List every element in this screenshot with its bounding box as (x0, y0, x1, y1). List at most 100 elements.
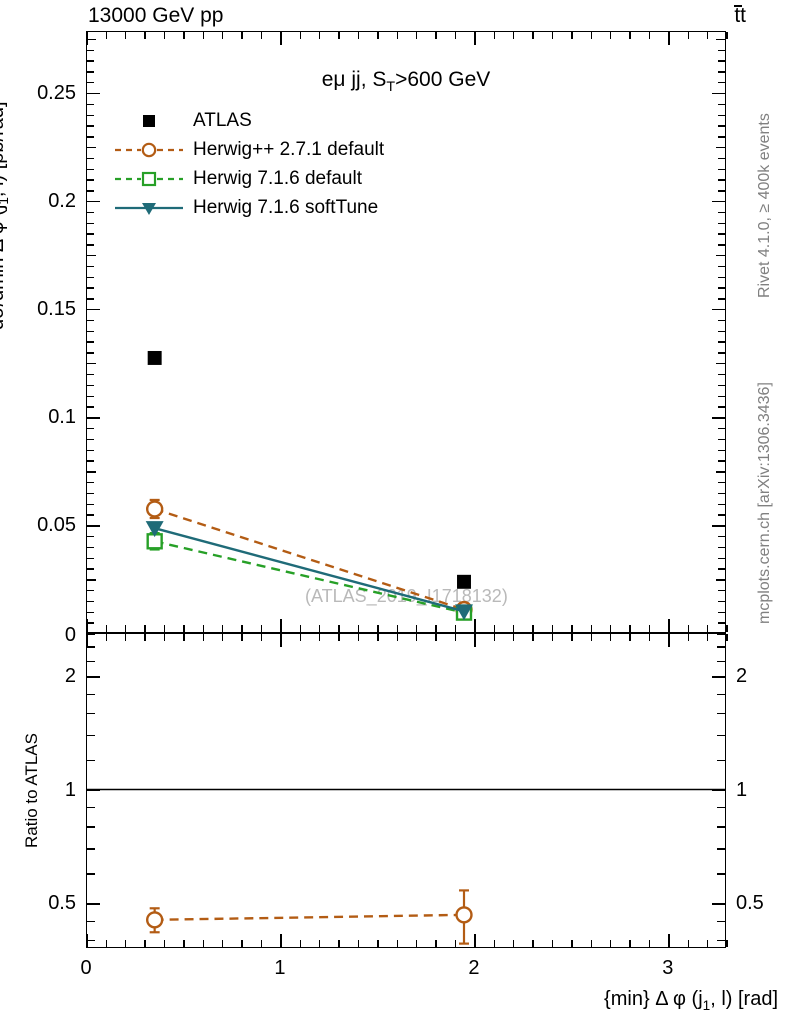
ratio-y-tick-label: 1 (64, 778, 76, 801)
axis-tick (687, 940, 689, 947)
axis-tick (718, 190, 725, 192)
axis-tick (474, 32, 476, 45)
axis-tick (299, 940, 302, 947)
axis-tick (718, 179, 725, 181)
axis-tick (609, 625, 612, 632)
axis-tick (474, 634, 476, 647)
axis-tick (718, 622, 725, 624)
axis-tick (86, 32, 88, 45)
axis-tick (87, 712, 95, 715)
axis-tick (357, 32, 360, 39)
axis-tick (87, 200, 100, 203)
axis-tick (717, 826, 725, 828)
axis-tick (718, 395, 725, 397)
axis-tick (717, 873, 725, 875)
axis-tick (718, 125, 725, 127)
y-title-part-b: , l) [pb/rad] (0, 101, 8, 197)
axis-tick (718, 460, 725, 462)
legend-entry-herwigpp[interactable]: Herwig++ 2.7.1 default (113, 135, 384, 164)
axis-tick (202, 634, 205, 641)
axis-tick (86, 634, 88, 647)
data-marker-square-filled (457, 574, 471, 589)
axis-tick (718, 233, 725, 235)
axis-tick (87, 287, 94, 289)
axis-tick (144, 625, 146, 632)
axis-tick (105, 32, 108, 39)
axis-tick (87, 660, 95, 663)
legend-entry-atlas[interactable]: ATLAS (113, 106, 384, 135)
axis-tick (718, 319, 725, 322)
axis-tick (87, 514, 94, 516)
axis-tick (718, 71, 725, 73)
legend-entry-herwig716-softtune[interactable]: Herwig 7.1.6 softTune (113, 193, 384, 222)
axis-tick (718, 427, 725, 430)
axis-tick (717, 734, 725, 737)
axis-tick (551, 625, 554, 632)
axis-tick (87, 146, 96, 149)
axis-tick (718, 114, 725, 116)
axis-tick (87, 611, 94, 614)
axis-tick (377, 625, 379, 632)
axis-tick (87, 211, 94, 214)
axis-tick (716, 255, 725, 257)
axis-tick (87, 157, 94, 160)
axis-tick (87, 319, 94, 322)
axis-tick (718, 503, 725, 505)
axis-tick (687, 625, 689, 632)
axis-tick (629, 32, 631, 39)
axis-tick (717, 633, 725, 635)
axis-tick (87, 363, 96, 365)
axis-tick (87, 579, 96, 581)
axis-tick (718, 590, 725, 592)
axis-tick (590, 32, 592, 39)
axis-tick (319, 940, 321, 947)
axis-tick (609, 634, 612, 641)
axis-tick (718, 82, 725, 84)
axis-tick (396, 634, 398, 641)
y-tick-label: 0.1 (48, 405, 76, 428)
axis-tick (648, 625, 651, 632)
axis-tick (718, 222, 725, 224)
axis-tick (571, 940, 573, 947)
series-atlas (147, 350, 471, 589)
ratio-y-tick-label-right: 1 (736, 778, 748, 801)
axis-tick (87, 168, 94, 170)
axis-tick (105, 625, 108, 632)
axis-tick (718, 406, 725, 408)
series-herwig-7-1-6-softtune (145, 521, 473, 621)
axis-tick (87, 903, 100, 905)
plot-title: eμ jj, ST>600 GeV (87, 68, 725, 95)
axis-tick (590, 625, 592, 632)
axis-tick (87, 276, 94, 279)
axis-tick (718, 287, 725, 289)
axis-tick (87, 920, 95, 922)
axis-tick (551, 940, 554, 947)
axis-tick (717, 759, 725, 762)
data-marker-square-filled (147, 350, 162, 365)
axis-tick (590, 634, 592, 641)
axis-tick (718, 157, 725, 160)
series-line (154, 507, 465, 611)
main-y-axis-title: dσ/dmin Δ φ (j1, l) [pb/rad] (0, 101, 11, 330)
legend-label: Herwig 7.1.6 default (193, 168, 362, 189)
axis-tick (718, 373, 725, 376)
y-tick-label: 0.15 (37, 297, 76, 320)
axis-tick (87, 244, 94, 246)
axis-tick (144, 32, 146, 39)
axis-tick (260, 940, 263, 947)
series-line (154, 527, 465, 613)
axis-tick (241, 32, 243, 39)
x-title-part-a: {min} Δ φ (j (604, 988, 703, 1010)
axis-tick (474, 934, 476, 947)
y-tick-label: 0.25 (37, 81, 76, 104)
axis-tick (87, 427, 94, 430)
legend-entry-herwig716-default[interactable]: Herwig 7.1.6 default (113, 164, 384, 193)
axis-tick (125, 634, 127, 641)
axis-tick (706, 940, 709, 947)
axis-tick (609, 940, 612, 947)
mcplots-source-label: mcplots.cern.ch [arXiv:1306.3436] (756, 382, 773, 624)
axis-tick (668, 634, 670, 647)
axis-tick (280, 619, 282, 632)
axis-tick (512, 940, 515, 947)
axis-tick (144, 940, 146, 947)
